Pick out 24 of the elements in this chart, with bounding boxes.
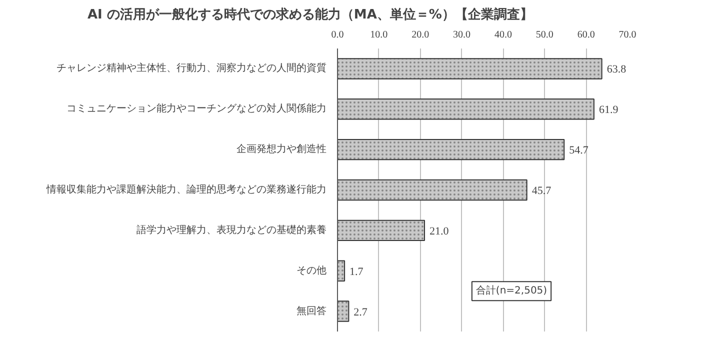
y-tick-label: 情報収集能力や課題解決能力、論理的思考などの業務遂行能力 [46,184,326,196]
chart-title: AI の活用が一般化する時代での求める能力（MA、単位＝%）【企業調査】 [88,6,533,22]
y-tick-label: チャレンジ精神や主体性、行動力、洞察力などの人間的資質 [56,62,326,74]
annotation: 合計(n=2,505) [476,284,548,297]
x-tick-label: 40.0 [494,30,512,40]
data-label: 21.0 [430,225,450,238]
x-tick-label: 0.0 [331,30,344,40]
x-tick-label: 30.0 [453,30,471,40]
x-tick-label: 50.0 [536,30,554,40]
y-tick-label: コミュニケーション能力やコーチングなどの対人関係能力 [66,102,326,115]
data-label: 63.8 [606,64,627,76]
data-label: 61.9 [598,104,619,116]
data-label: 2.7 [354,306,368,318]
data-label: 1.7 [350,266,364,278]
y-tick-label: 無回答 [296,304,326,317]
x-tick-label: 20.0 [412,30,430,40]
data-label: 54.7 [569,144,589,157]
y-tick-label: 語学力や理解力、表現力などの基礎的素養 [136,224,326,236]
x-tick-label: 60.0 [577,30,595,40]
x-tick-label: 70.0 [618,30,636,40]
x-tick-label: 10.0 [370,30,388,40]
y-tick-label: 企画発想力や創造性 [236,143,326,156]
data-label: 45.7 [532,185,552,197]
y-tick-label: その他 [296,264,326,276]
